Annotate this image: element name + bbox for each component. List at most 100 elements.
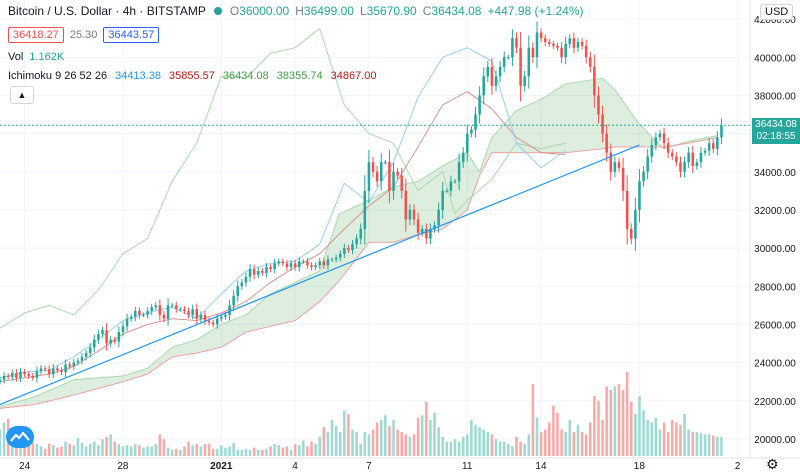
price-axis[interactable]: 42000.0040000.0038000.0036000.0034000.00… [754,15,796,446]
volume-bar [625,372,629,456]
volume-bar [52,445,55,456]
candle-up [502,57,506,67]
candle-down [519,47,522,86]
candle-up [224,314,227,317]
candle-up [109,339,112,344]
candle-up [273,263,276,270]
volume-bar [162,439,166,456]
collapse-legend-button[interactable]: ▲ [10,86,34,104]
volume-bar [121,446,125,456]
candle-down [675,156,678,163]
volume-label[interactable]: Vol [8,51,24,63]
candle-down [691,152,695,167]
volume-bar [297,445,301,456]
candle-down [293,263,297,268]
volume-bar [609,390,613,456]
candle-up [134,311,137,317]
cloud-segment [295,270,320,321]
tradingview-logo-icon[interactable] [6,426,34,448]
settings-gear-icon[interactable]: ⚙ [766,456,779,472]
candle-down [207,320,211,323]
sell-button[interactable]: 36418.27 [8,27,64,43]
time-tick-label: 2021 [210,461,233,472]
candle-down [310,265,313,268]
chevron-up-icon: ▲ [17,90,27,100]
current-price-value: 36434.08 [755,119,797,131]
candle-up [482,76,485,96]
candle-up [379,162,383,182]
candle-up [150,307,153,312]
volume-bars [0,372,723,456]
candle-down [679,162,682,172]
volume-bar [158,434,162,456]
volume-bar [371,429,375,456]
trendline-layer[interactable] [0,144,640,406]
ichimoku-cloud [0,78,719,409]
candle-up [429,229,432,239]
candle-up [179,309,182,311]
candle-up [564,43,567,58]
cloud-segment [516,99,541,153]
price-change: +447.98 (+1.24%) [487,4,584,18]
volume-bar [638,396,641,456]
volume-bar [228,446,231,456]
candle-up [256,270,260,275]
volume-bar [560,429,563,456]
ichimoku-lagging-span-line [0,28,566,329]
volume-bar [35,444,39,456]
candle-up [121,326,125,333]
volume-bar [72,445,76,456]
candle-up [11,373,14,377]
candle-up [720,125,723,138]
volume-bar [482,429,485,456]
volume-bar [142,447,145,456]
ichimoku-span-b-value: 34867.00 [330,70,377,82]
candle-up [334,257,338,260]
time-tick-label: 18 [634,461,646,472]
volume-bar [384,415,387,456]
volume-bar [117,444,121,456]
volume-bar [408,436,412,456]
volume-bar [691,432,695,456]
volume-bar [191,445,194,456]
volume-bar [170,450,174,456]
volume-value: 1.162K [29,51,65,63]
volume-bar [441,436,444,456]
ichimoku-label[interactable]: Ichimoku 9 26 52 26 [8,70,108,82]
volume-bar [392,420,395,456]
volume-bar [195,444,199,456]
volume-bar [302,440,305,456]
volume-bar [109,434,112,456]
candle-up [707,143,711,151]
volume-bar [379,420,383,456]
candle-up [568,38,572,44]
cloud-segment [339,200,369,281]
symbol-title[interactable]: Bitcoin / U.S. Dollar · 4h · BITSTAMP [8,4,206,18]
candle-up [494,76,498,86]
volume-bar [580,432,584,456]
candle-up [35,371,39,378]
volume-bar [716,436,719,456]
volume-bar [711,435,715,456]
volume-bar [43,448,47,456]
volume-bar [269,446,272,456]
candle-up [240,282,244,287]
volume-bar [31,441,35,456]
cloud-segment [73,375,123,396]
buy-button[interactable]: 36443.57 [103,27,160,43]
volume-bar [47,444,51,456]
volume-bar [425,402,428,456]
candle-down [306,261,309,266]
cloud-segment [172,339,197,357]
time-axis[interactable]: 24 28 2021 4 7 11 14 18 2 [19,461,741,472]
candle-up [638,181,641,210]
candle-down [31,375,35,378]
currency-button[interactable]: USD [760,4,794,20]
candle-up [220,316,223,319]
candle-up [359,229,362,239]
volume-bar [293,444,297,456]
ichimoku-lagging-value: 36434.08 [222,70,269,82]
candle-down [113,339,117,342]
volume-bar [289,450,293,456]
